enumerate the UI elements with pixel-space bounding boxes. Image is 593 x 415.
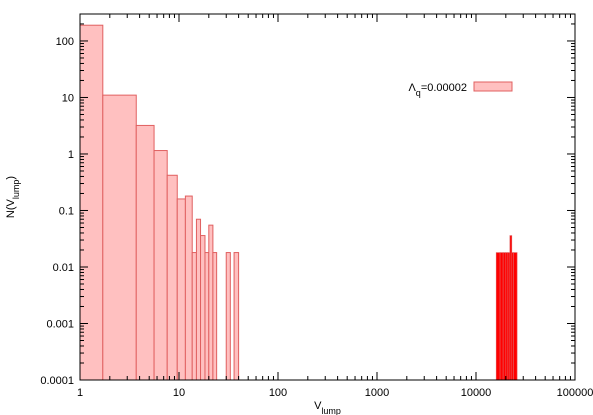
bars-layer	[79, 24, 518, 381]
x-tick-label: 10000	[461, 387, 492, 399]
legend-label: Λq=0.00002	[408, 82, 467, 98]
legend-value: =0.00002	[421, 82, 467, 94]
legend-sub: q	[416, 88, 421, 98]
y-tick-label: 10	[62, 92, 74, 104]
histogram-bar	[212, 252, 218, 381]
x-tick-label: 1000	[365, 387, 389, 399]
histogram-bar	[102, 94, 137, 381]
y-tick-label: 0.001	[46, 318, 74, 330]
legend-swatch	[473, 81, 513, 92]
histogram-bar	[191, 252, 197, 381]
histogram-bar	[204, 252, 210, 381]
histogram-bar	[499, 252, 504, 381]
y-axis-label-post: )	[5, 176, 17, 180]
histogram-bar	[79, 24, 104, 381]
y-tick-label: 1	[68, 149, 74, 161]
x-axis-label: Vlump	[314, 400, 341, 415]
histogram-bar	[200, 235, 206, 381]
x-tick-label: 10	[173, 387, 185, 399]
legend-symbol: Λ	[408, 82, 416, 94]
x-tick-label: 100	[269, 387, 287, 399]
x-tick-label: 100000	[557, 387, 593, 399]
histogram-bar	[176, 198, 186, 381]
legend: Λq=0.00002	[408, 81, 513, 98]
histogram-bar	[513, 252, 518, 381]
histogram-bar	[495, 252, 501, 381]
histogram-bar	[233, 252, 240, 381]
x-axis-label-base: V	[314, 400, 322, 412]
y-tick-label: 100	[56, 36, 74, 48]
histogram-bar	[208, 224, 214, 381]
histogram-bar	[505, 252, 509, 381]
y-axis-label-pre: N(V	[5, 198, 17, 218]
histogram-bar	[153, 150, 168, 381]
y-axis-label-sub: lump	[11, 180, 21, 200]
histogram-bar	[195, 218, 202, 381]
histogram-bar	[502, 252, 507, 381]
histogram-bar	[135, 124, 155, 381]
y-tick-label: 0.1	[59, 205, 74, 217]
histogram-bar	[507, 252, 511, 381]
y-axis-label: N(Vlump)	[5, 176, 21, 218]
histogram-bar	[166, 174, 178, 381]
y-tick-label: 0.0001	[40, 375, 74, 387]
histogram-bar	[225, 252, 231, 381]
plot-frame	[79, 13, 576, 381]
y-tick-label: 0.01	[53, 262, 74, 274]
x-tick-label: 1	[77, 387, 83, 399]
histogram-bar	[184, 195, 193, 381]
x-axis-label-sub: lump	[321, 406, 341, 415]
ticks-layer: 1 10 100 1000 10000 100000 0.0001 0.001 0.01 0.1 1…	[40, 14, 593, 399]
